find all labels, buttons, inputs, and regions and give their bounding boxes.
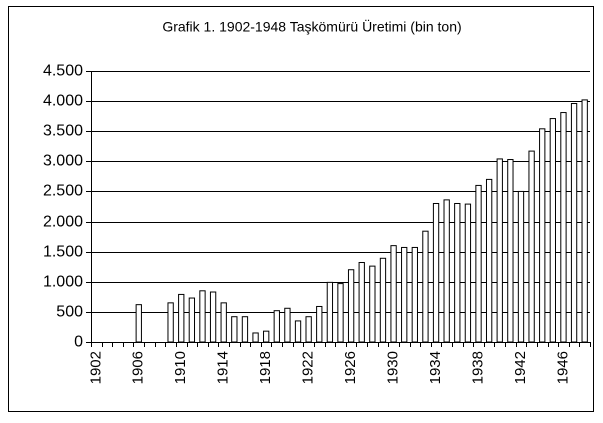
y-tick-label: 3.000: [43, 153, 83, 170]
bar: [369, 265, 376, 343]
bar: [326, 281, 334, 343]
bar: [135, 304, 142, 343]
bar: [390, 245, 397, 343]
y-tick-label: 4.000: [43, 93, 83, 110]
x-tick-label: 1918: [257, 351, 274, 384]
bar: [263, 330, 270, 343]
y-tick-label: 2.500: [43, 183, 83, 200]
y-tick-label: 3.500: [43, 123, 83, 140]
bar: [305, 316, 312, 343]
bar: [220, 302, 227, 343]
y-tick-label: 500: [56, 304, 83, 321]
bar: [443, 199, 450, 343]
bar: [411, 246, 418, 343]
bar: [252, 332, 259, 343]
x-tick-label: 1906: [130, 351, 147, 384]
bar: [401, 246, 408, 343]
bar: [241, 316, 249, 343]
bar: [464, 203, 472, 343]
x-tick-label: 1930: [385, 351, 402, 384]
bar: [570, 103, 578, 343]
bar: [347, 269, 355, 343]
bar: [337, 283, 344, 343]
bar: [379, 257, 387, 343]
bar: [178, 293, 185, 343]
chart-title: Grafik 1. 1902-1948 Taşkömürü Üretimi (b…: [162, 18, 461, 35]
bar: [188, 297, 196, 343]
bar: [199, 290, 206, 343]
bar: [167, 302, 174, 343]
bar: [422, 230, 429, 343]
x-tick-label: 1946: [554, 351, 571, 384]
x-tick-label: 1934: [427, 351, 444, 384]
bar: [432, 202, 440, 343]
x-tick-label: 1914: [215, 351, 232, 384]
bar: [485, 178, 493, 343]
bar: [549, 118, 556, 343]
bar: [316, 305, 323, 343]
y-tick-label: 4.500: [43, 63, 83, 80]
bar: [273, 310, 280, 343]
x-tick-label: 1942: [512, 351, 529, 384]
x-tick-label: 1902: [87, 351, 104, 384]
bar: [539, 128, 546, 343]
bar: [294, 320, 302, 343]
bar: [528, 150, 535, 343]
x-tick-label: 1926: [342, 351, 359, 384]
x-tick-label: 1922: [300, 351, 317, 384]
bar: [454, 202, 461, 343]
bar: [560, 112, 567, 343]
bar: [475, 184, 482, 343]
bar: [581, 99, 588, 343]
x-tick-label: 1938: [469, 351, 486, 384]
y-tick-label: 1.500: [43, 244, 83, 261]
bar: [284, 307, 291, 343]
chart-border: [8, 6, 594, 412]
y-tick-label: 2.000: [43, 214, 83, 231]
y-tick-label: 1.000: [43, 274, 83, 291]
bar: [358, 262, 365, 343]
x-tick-label: 1910: [172, 351, 189, 384]
bar: [507, 159, 514, 343]
bar: [209, 291, 217, 343]
bar: [496, 158, 503, 343]
y-tick-label: 0: [74, 334, 83, 351]
bar: [231, 316, 238, 343]
bar: [517, 190, 525, 343]
